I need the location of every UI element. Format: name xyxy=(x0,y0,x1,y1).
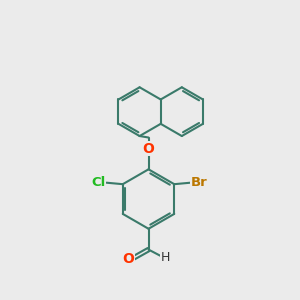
Text: Br: Br xyxy=(190,176,207,189)
Text: O: O xyxy=(142,142,154,155)
Text: O: O xyxy=(122,252,134,266)
Text: Cl: Cl xyxy=(91,176,105,189)
Text: H: H xyxy=(161,251,170,264)
